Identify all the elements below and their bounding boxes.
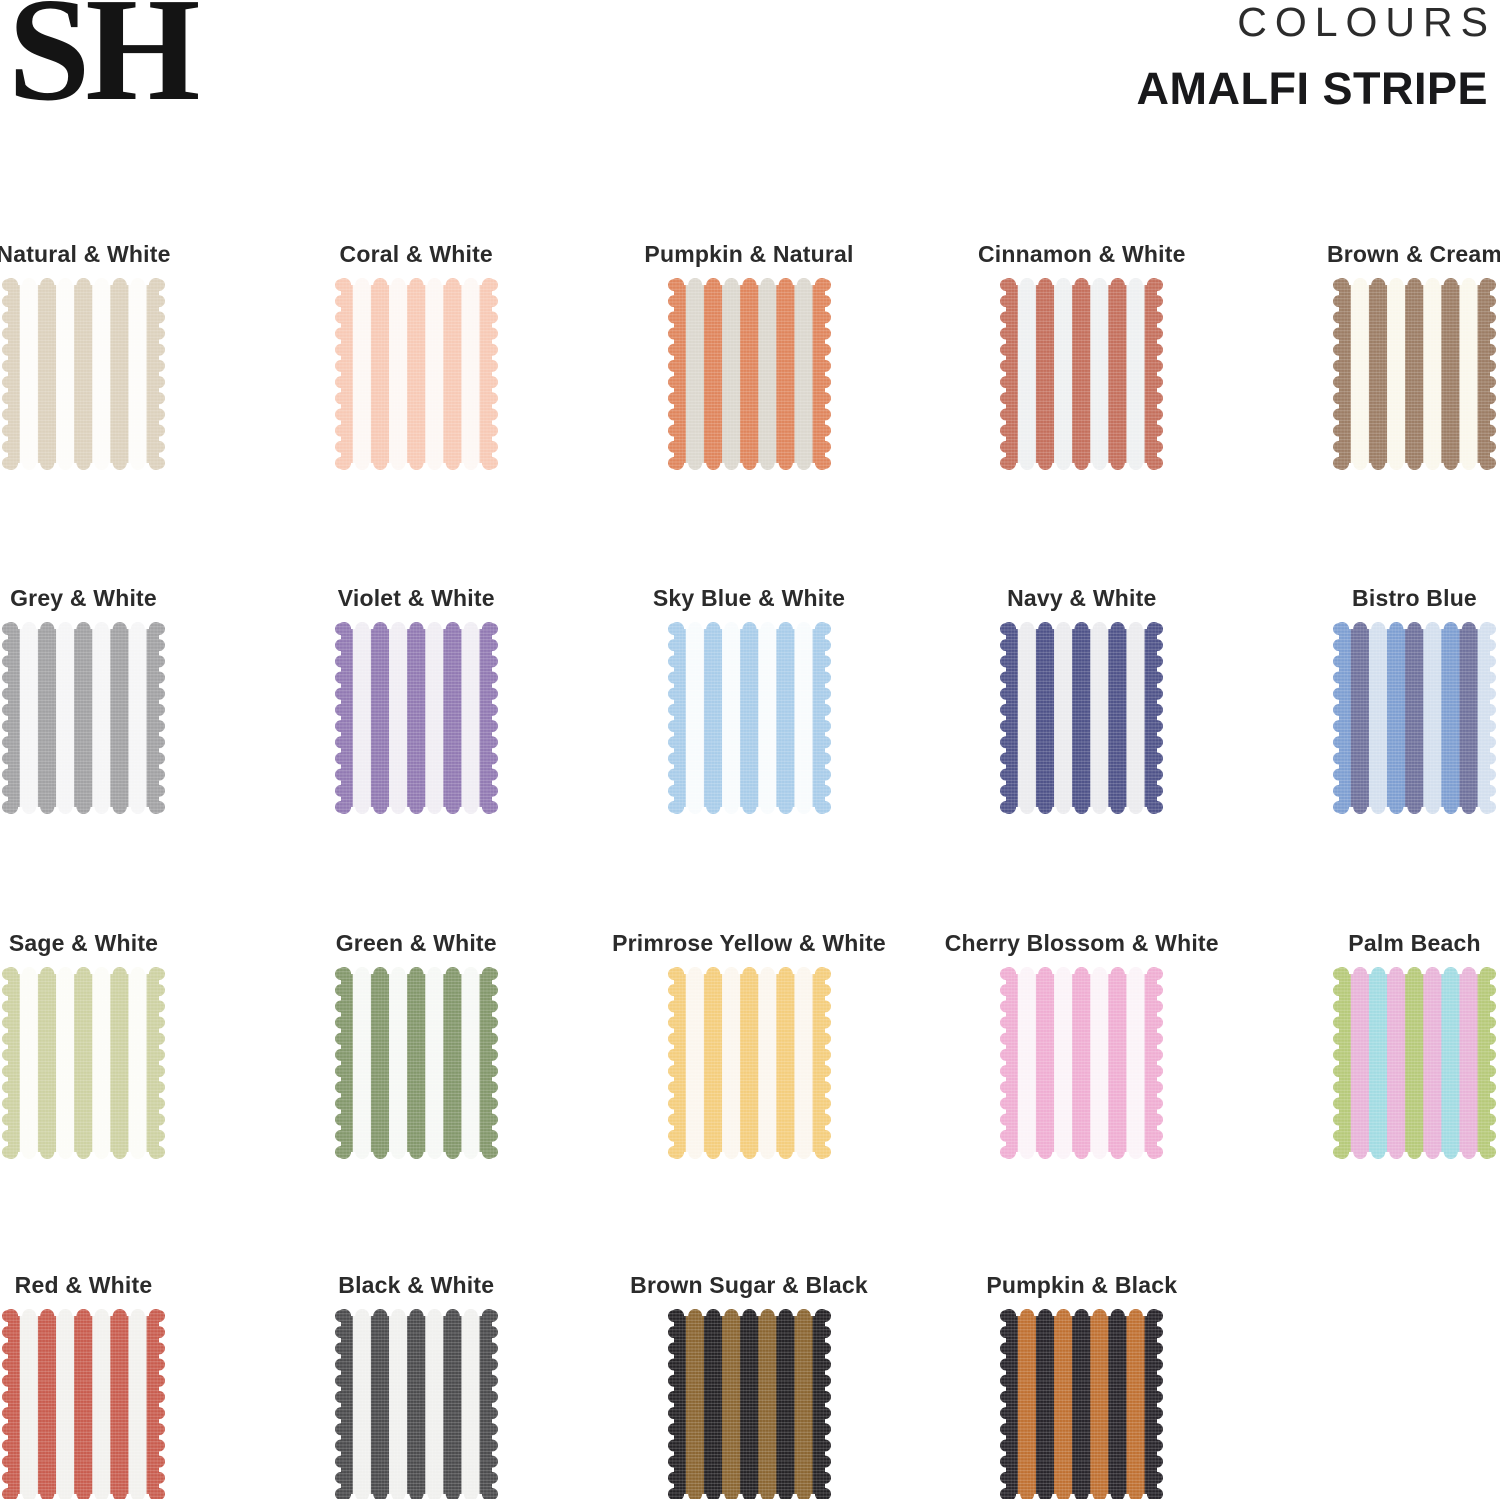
swatch-label: Grey & White <box>10 585 157 611</box>
fabric-swatch-red-white <box>2 1309 165 1499</box>
swatch-cell-pumpkin-natural: Pumpkin & Natural <box>644 240 853 470</box>
swatch-row-2: Grey & White Violet & White Sky Blue & Whi… <box>2 584 1496 814</box>
swatch-label: Violet & White <box>337 585 495 611</box>
swatch-cell-sage-white: Sage & White <box>2 929 165 1159</box>
fabric-swatch-green-white <box>334 967 498 1159</box>
swatch-label: Cinnamon & White <box>977 241 1186 267</box>
fabric-swatch-cinnamon-white <box>1000 278 1164 470</box>
swatch-label: Pumpkin & Black <box>986 1272 1178 1298</box>
swatch-label: Brown & Cream <box>1326 241 1500 267</box>
swatch-cell-violet-white: Violet & White <box>334 584 498 814</box>
swatch-cell-coral-white: Coral & White <box>334 240 498 470</box>
fabric-swatch-pumpkin-natural <box>667 278 831 470</box>
swatch-label: Coral & White <box>339 241 493 267</box>
header: COLOURS AMALFI STRIPE <box>1136 2 1489 114</box>
swatch-label: Brown Sugar & Black <box>630 1272 868 1298</box>
swatch-cell-brown-sugar-black: Brown Sugar & Black <box>630 1271 868 1499</box>
fabric-swatch-natural-white <box>2 278 165 470</box>
swatch-cell-sky-blue-white: Sky Blue & White <box>653 584 845 814</box>
swatch-cell-primrose-yellow-white: Primrose Yellow & White <box>612 929 886 1159</box>
fabric-swatch-cherry-blossom-white <box>1000 967 1164 1159</box>
swatch-label: Bistro Blue <box>1352 585 1477 611</box>
fabric-swatch-palm-beach <box>1333 967 1496 1159</box>
swatch-label: Cherry Blossom & White <box>944 930 1219 956</box>
swatch-row-4: Red & White Black & White Brown Sugar & Bl… <box>2 1271 1496 1499</box>
swatch-label: Sky Blue & White <box>652 585 846 611</box>
swatch-cell-grey-white: Grey & White <box>2 584 165 814</box>
fabric-swatch-pumpkin-black <box>1000 1309 1164 1499</box>
swatch-cell-cherry-blossom-white: Cherry Blossom & White <box>945 929 1219 1159</box>
swatch-label: Primrose Yellow & White <box>612 930 886 956</box>
fabric-swatch-navy-white <box>1000 622 1164 814</box>
swatch-cell-cinnamon-white: Cinnamon & White <box>978 240 1185 470</box>
fabric-swatch-black-white <box>334 1309 498 1499</box>
fabric-swatch-bistro-blue <box>1333 622 1496 814</box>
fabric-swatch-sky-blue-white <box>667 622 831 814</box>
swatch-cell-navy-white: Navy & White <box>1000 584 1164 814</box>
swatch-cell-green-white: Green & White <box>334 929 498 1159</box>
swatch-label: Sage & White <box>8 930 159 956</box>
fabric-swatch-brown-cream <box>1333 278 1496 470</box>
swatch-label: Navy & White <box>1007 585 1157 611</box>
fabric-swatch-brown-sugar-black <box>667 1309 831 1499</box>
swatch-row-3: Sage & White Green & White Primrose Yellow… <box>2 929 1496 1159</box>
collection-label: COLOURS <box>1237 0 1496 45</box>
swatch-label: Red & White <box>14 1272 153 1298</box>
swatch-label: Black & White <box>338 1272 495 1298</box>
swatch-label: Green & White <box>335 930 497 956</box>
swatch-cell-brown-cream: Brown & Cream <box>1327 240 1500 470</box>
fabric-swatch-primrose-yellow-white <box>667 967 831 1159</box>
swatch-cell-natural-white: Natural & White <box>0 240 170 470</box>
swatch-cell-red-white: Red & White <box>2 1271 165 1499</box>
swatch-cell-palm-beach: Palm Beach <box>1333 929 1496 1159</box>
fabric-swatch-coral-white <box>334 278 498 470</box>
swatch-label: Natural & White <box>0 241 171 267</box>
swatch-label: Pumpkin & Natural <box>644 241 854 267</box>
swatch-label: Palm Beach <box>1348 930 1481 956</box>
fabric-swatch-grey-white <box>2 622 165 814</box>
swatch-cell-black-white: Black & White <box>334 1271 498 1499</box>
swatch-row-1: Natural & White Coral & White Pumpkin & Na… <box>0 240 1500 470</box>
swatch-cell-pumpkin-black: Pumpkin & Black <box>986 1271 1177 1499</box>
pattern-title: AMALFI STRIPE <box>1136 63 1488 114</box>
fabric-swatch-sage-white <box>2 967 165 1159</box>
brand-logo: SH <box>8 0 200 132</box>
swatch-cell-bistro-blue: Bistro Blue <box>1333 584 1496 814</box>
fabric-swatch-violet-white <box>334 622 498 814</box>
